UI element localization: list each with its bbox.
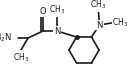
Text: CH$_3$: CH$_3$ [49,3,65,16]
Text: N: N [96,20,103,29]
Text: O: O [40,7,46,16]
Text: H$_2$N: H$_2$N [0,32,12,44]
Text: CH$_3$: CH$_3$ [13,51,29,64]
Text: CH$_3$: CH$_3$ [113,17,129,29]
Text: CH$_3$: CH$_3$ [90,0,107,11]
Text: N: N [54,26,60,35]
